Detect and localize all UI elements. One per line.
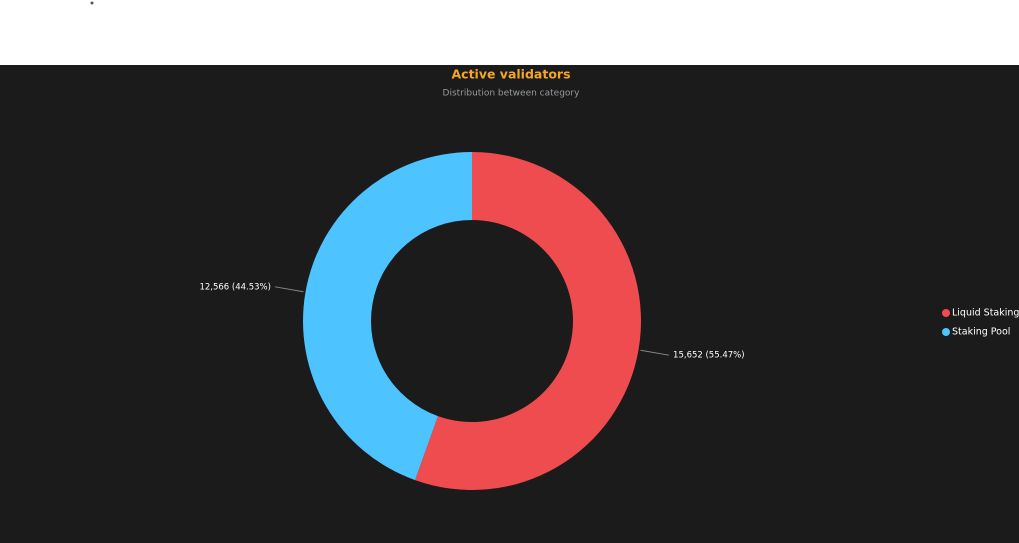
legend-label: Staking Pool bbox=[952, 327, 1010, 338]
donut-slice bbox=[303, 152, 472, 481]
chart-title: Active validators bbox=[451, 67, 570, 82]
label-leader bbox=[274, 286, 304, 293]
data-label: 15,652 (55.47%) bbox=[673, 351, 745, 361]
legend-marker bbox=[942, 309, 950, 317]
label-leader bbox=[640, 349, 670, 356]
chart-subtitle: Distribution between category bbox=[443, 89, 581, 99]
legend-label: Liquid Staking bbox=[952, 308, 1019, 319]
bullet-dot bbox=[90, 1, 94, 5]
legend-marker bbox=[942, 328, 950, 336]
donut-slice bbox=[415, 152, 642, 490]
data-label: 12,566 (44.53%) bbox=[199, 282, 271, 292]
